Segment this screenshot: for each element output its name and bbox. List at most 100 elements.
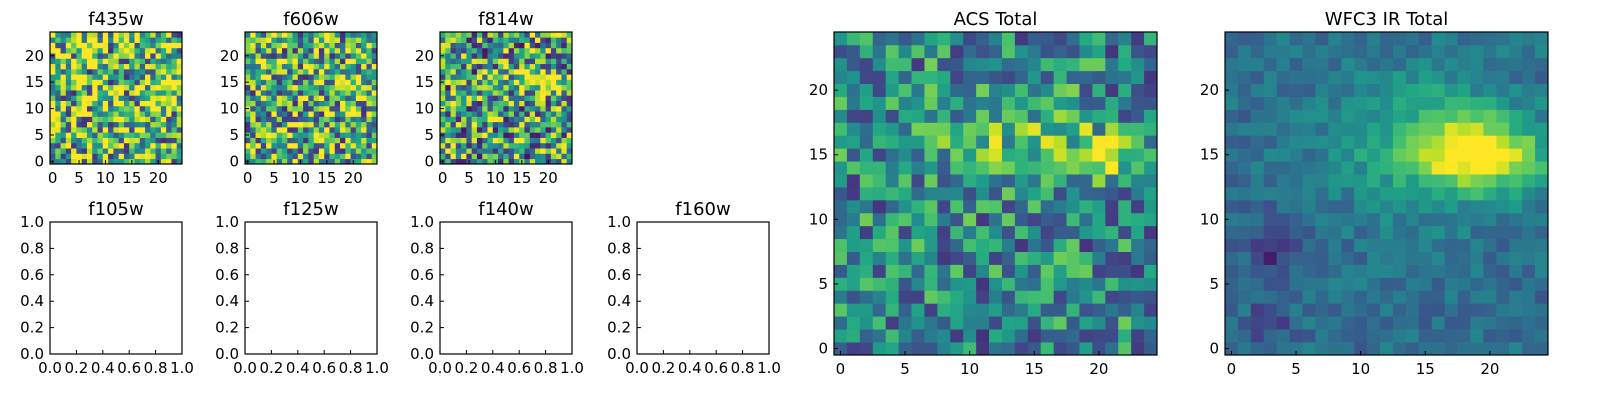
heatmap-cell	[461, 42, 467, 49]
heatmap-cell	[1535, 329, 1549, 343]
heatmap-cell	[1276, 44, 1290, 59]
heatmap-cell	[313, 116, 320, 123]
heatmap-cell	[260, 148, 267, 154]
heatmap-cell	[1079, 290, 1093, 304]
heatmap-cell	[535, 58, 541, 65]
heatmap-cell	[134, 105, 141, 112]
heatmap-cell	[1509, 303, 1523, 317]
heatmap-cell	[65, 32, 72, 38]
heatmap-cell	[1444, 238, 1458, 252]
heatmap-cell	[355, 153, 362, 160]
heatmap-cell	[297, 37, 304, 43]
heatmap-cell	[508, 100, 515, 107]
heatmap-cell	[129, 42, 135, 49]
heatmap-cell	[255, 42, 262, 49]
heatmap-cell	[308, 90, 314, 96]
heatmap-cell	[1483, 148, 1497, 162]
y-tick-label: 20	[1200, 81, 1219, 99]
heatmap-cell	[1535, 316, 1549, 330]
heatmap-cell	[318, 116, 325, 123]
heatmap-cell	[65, 42, 72, 49]
heatmap-cell	[308, 100, 314, 107]
y-tick-label: 10	[25, 100, 44, 118]
heatmap-cell	[482, 121, 488, 128]
x-tick-label: 0	[438, 169, 448, 187]
heatmap-cell	[281, 148, 288, 154]
heatmap-cell	[561, 74, 568, 80]
heatmap-cell	[834, 70, 848, 85]
heatmap-cell	[334, 32, 341, 38]
heatmap-cell	[1118, 277, 1132, 291]
heatmap-cell	[989, 199, 1003, 214]
heatmap-cell	[50, 153, 56, 160]
heatmap-cell	[1380, 290, 1394, 304]
heatmap-cell	[160, 42, 167, 49]
heatmap-cell	[535, 84, 541, 91]
heatmap-cell	[1483, 57, 1497, 72]
heatmap-cell	[155, 90, 162, 96]
heatmap-cell	[303, 79, 309, 86]
heatmap-cell	[1053, 251, 1067, 265]
heatmap-cell	[166, 37, 172, 43]
heatmap-cell	[134, 47, 141, 54]
heatmap-cell	[366, 121, 373, 128]
heatmap-cell	[498, 121, 504, 128]
heatmap-cell	[92, 158, 98, 165]
y-tick-label: 0.6	[410, 266, 434, 284]
heatmap-cell	[834, 277, 848, 291]
heatmap-cell	[60, 84, 67, 91]
heatmap-cell	[519, 100, 525, 107]
heatmap-cell	[1509, 290, 1523, 304]
heatmap-cell	[540, 148, 546, 154]
heatmap-cell	[976, 44, 990, 59]
heatmap-cell	[171, 132, 178, 138]
heatmap-cell	[1431, 122, 1445, 136]
heatmap-cell	[450, 137, 457, 144]
heatmap-cell	[271, 42, 278, 49]
heatmap-cell	[1001, 342, 1016, 356]
heatmap-cell	[492, 148, 499, 154]
heatmap-cell	[329, 84, 336, 91]
heatmap-cell	[1105, 251, 1119, 265]
heatmap-cell	[324, 63, 330, 70]
heatmap-cell	[71, 111, 77, 117]
heatmap-cell	[1392, 161, 1407, 175]
heatmap-cell	[361, 53, 367, 59]
heatmap-cell	[371, 111, 378, 117]
heatmap-cell	[86, 142, 93, 149]
heatmap-cell	[1027, 303, 1042, 317]
heatmap-cell	[1444, 122, 1458, 136]
heatmap-cell	[561, 42, 568, 49]
heatmap-cell	[350, 142, 357, 149]
heatmap-cell	[1263, 135, 1278, 149]
heatmap-cell	[1380, 316, 1394, 330]
heatmap-cell	[166, 127, 172, 133]
heatmap-cell	[1483, 290, 1497, 304]
heatmap-cell	[1144, 44, 1158, 59]
heatmap-cell	[1053, 122, 1067, 136]
heatmap-cell	[1079, 96, 1093, 110]
heatmap-cell	[1092, 96, 1106, 110]
heatmap-cell	[297, 148, 304, 154]
heatmap-cell	[1354, 135, 1368, 149]
heatmap-cell	[303, 90, 309, 96]
heatmap-cell	[1392, 174, 1407, 188]
heatmap-cell	[1367, 174, 1381, 188]
heatmap-cell	[250, 79, 256, 86]
heatmap-cell	[155, 47, 162, 54]
heatmap-cell	[535, 105, 541, 112]
heatmap-cell	[937, 57, 951, 72]
heatmap-cell	[250, 153, 256, 160]
heatmap-cell	[1392, 187, 1407, 201]
heatmap-cell	[445, 58, 451, 65]
heatmap-cell	[123, 132, 130, 138]
heatmap-cell	[545, 100, 552, 107]
heatmap-cell	[150, 63, 156, 70]
heatmap-cell	[1289, 225, 1303, 240]
heatmap-cell	[937, 109, 951, 123]
heatmap-cell	[503, 105, 509, 112]
heatmap-cell	[150, 105, 156, 112]
heatmap-cell	[1289, 290, 1303, 304]
heatmap-cell	[1431, 96, 1445, 110]
heatmap-cell	[1131, 303, 1145, 317]
